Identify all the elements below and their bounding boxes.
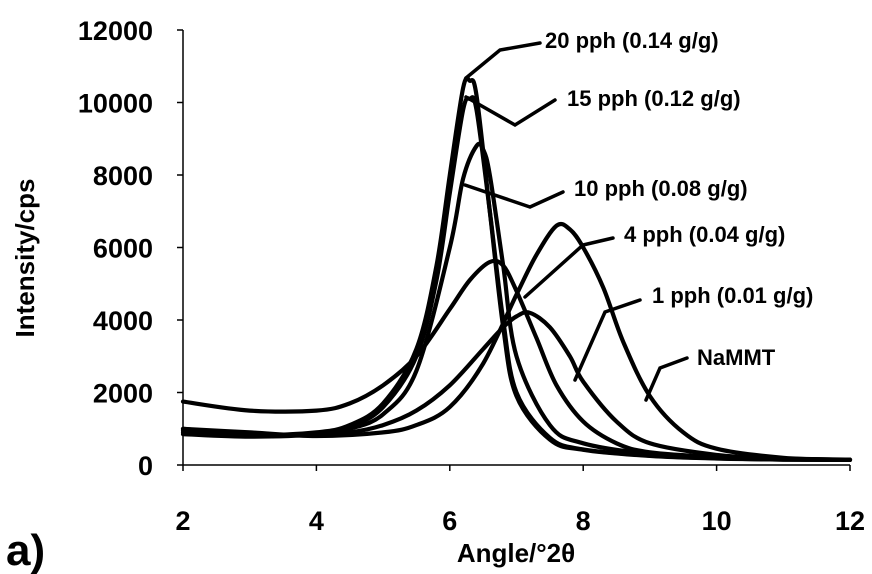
series-label-group: 20 pph (0.14 g/g) 15 pph (0.12 g/g) 10 pph… [545,28,813,370]
series-line-1 [180,75,853,462]
series-line-2 [180,95,853,462]
x-axis-title: Angle/°2θ [457,538,575,568]
series-leader-line [573,298,642,382]
series-line-4 [180,258,853,462]
y-tick-label: 12000 [78,16,153,46]
y-axis-title: Intensity/cps [10,179,40,338]
series-label: 10 pph (0.08 g/g) [574,176,748,201]
x-tick-label: 6 [442,506,457,536]
x-tick-label: 4 [309,506,324,536]
series-label: 1 pph (0.01 g/g) [652,283,813,308]
series-leader-line [464,95,557,128]
series-label: 15 pph (0.12 g/g) [567,86,741,111]
series-group [180,75,853,462]
y-tick-group: 0 2000 4000 6000 8000 10000 12000 [78,16,183,481]
series-label: 20 pph (0.14 g/g) [545,28,719,53]
series-leader-line [523,236,615,299]
y-tick-label: 2000 [93,379,153,409]
series-line-6 [180,221,853,462]
x-tick-label: 10 [702,506,732,536]
y-tick-label: 4000 [93,306,153,336]
series-leader-line [464,41,542,80]
y-tick-label: 0 [138,451,153,481]
x-tick-label: 2 [175,506,190,536]
x-tick-label: 8 [576,506,591,536]
series-leader-line [644,356,689,402]
series-label: 4 pph (0.04 g/g) [624,222,785,247]
leader-line-group [463,41,689,402]
y-tick-label: 10000 [78,89,153,119]
series-label: NaMMT [697,345,776,370]
y-tick-label: 8000 [93,161,153,191]
x-tick-group: 2 4 6 8 10 12 [175,465,865,536]
series-leader-line [463,183,565,209]
x-tick-label: 12 [835,506,865,536]
panel-label: a) [6,526,45,574]
series-line-5 [180,310,853,462]
y-tick-label: 6000 [93,234,153,264]
